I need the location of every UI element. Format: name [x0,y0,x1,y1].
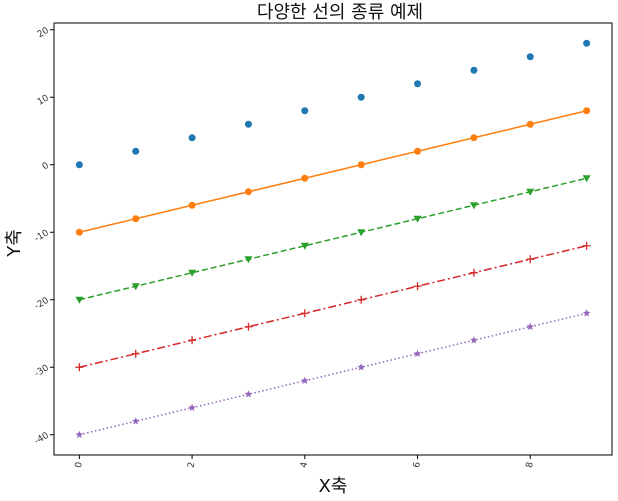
series-4-point-5 [300,309,309,318]
series-2-point-7 [414,147,422,155]
y-axis-ticks: -40 -30 -20 -10 0 10 20 [33,26,54,447]
series-1-point-9 [526,53,534,61]
series-4-point-4 [244,322,253,331]
series-5-point-9 [526,322,535,330]
series-5-point-10 [582,309,591,317]
plot-area [75,39,591,438]
series-5-point-8 [470,336,478,344]
series-2-point-8 [470,134,478,142]
series-4-point-9 [526,255,535,264]
x-tick-label-4: 4 [299,461,310,469]
series-1-point-4 [244,120,252,128]
series-3-line [79,177,587,301]
y-tick-label--20: -20 [33,296,51,312]
series-3-point-7 [413,215,422,223]
series-2-point-4 [244,188,252,196]
series-5-point-3 [188,403,196,411]
series-2-point-5 [301,174,309,182]
x-tick-label-8: 8 [525,461,536,469]
series-1 [75,39,591,169]
series-2-point-9 [526,120,534,128]
series-3-point-1 [75,296,84,304]
series-3-point-8 [469,202,478,210]
series-1-point-7 [414,80,422,88]
series-1-point-10 [583,39,591,47]
series-5-line [79,312,587,436]
series-2 [75,107,591,236]
series-5-point-2 [131,417,140,425]
series-1-point-3 [188,134,196,142]
series-3-point-3 [188,269,197,277]
series-4-point-2 [131,349,140,358]
series-5 [75,309,591,438]
series-5-point-6 [357,363,365,371]
y-axis-title: Y축 [4,229,25,258]
y-tick-label-10: 10 [36,93,51,108]
x-tick-label-0: 0 [74,461,85,469]
series-1-point-8 [470,66,478,74]
plot-frame [53,22,613,456]
series-3-point-5 [300,242,309,250]
series-2-point-2 [132,215,140,223]
series-4 [75,241,591,372]
series-5-point-1 [75,430,84,438]
series-2-point-3 [188,201,196,209]
series-1-point-5 [301,107,309,115]
series-2-line [79,110,587,233]
x-axis-title: X축 [319,476,348,497]
y-tick-label--40: -40 [33,431,51,447]
series-1-point-2 [132,147,140,155]
series-4-point-3 [188,336,197,345]
series-3 [75,175,591,304]
y-tick-label--30: -30 [33,363,51,379]
series-5-point-5 [301,376,309,384]
series-2-point-1 [75,228,83,236]
series-2-point-10 [583,107,591,115]
x-axis-ticks: 0 2 4 6 8 [74,455,536,469]
x-tick-label-2: 2 [187,461,198,468]
series-4-line [79,245,587,368]
series-4-point-10 [582,241,591,250]
series-1-point-1 [75,161,83,169]
series-3-point-10 [582,175,591,183]
series-4-point-8 [469,268,478,277]
series-1-point-6 [357,93,365,101]
series-5-point-7 [413,349,422,357]
series-2-point-6 [357,161,365,169]
series-4-point-6 [357,295,366,304]
series-4-point-1 [75,363,84,372]
y-tick-label--10: -10 [33,228,51,244]
x-tick-label-6: 6 [412,461,423,469]
series-3-point-6 [357,229,366,237]
series-3-point-9 [526,188,535,196]
chart-title: 다양한 선의 종류 예제 [257,2,423,23]
series-3-point-4 [244,256,253,264]
y-tick-label-20: 20 [36,26,51,41]
series-5-point-4 [244,390,253,398]
series-4-point-7 [413,282,422,291]
y-tick-label-0: 0 [41,161,51,173]
series-3-point-2 [131,283,140,291]
